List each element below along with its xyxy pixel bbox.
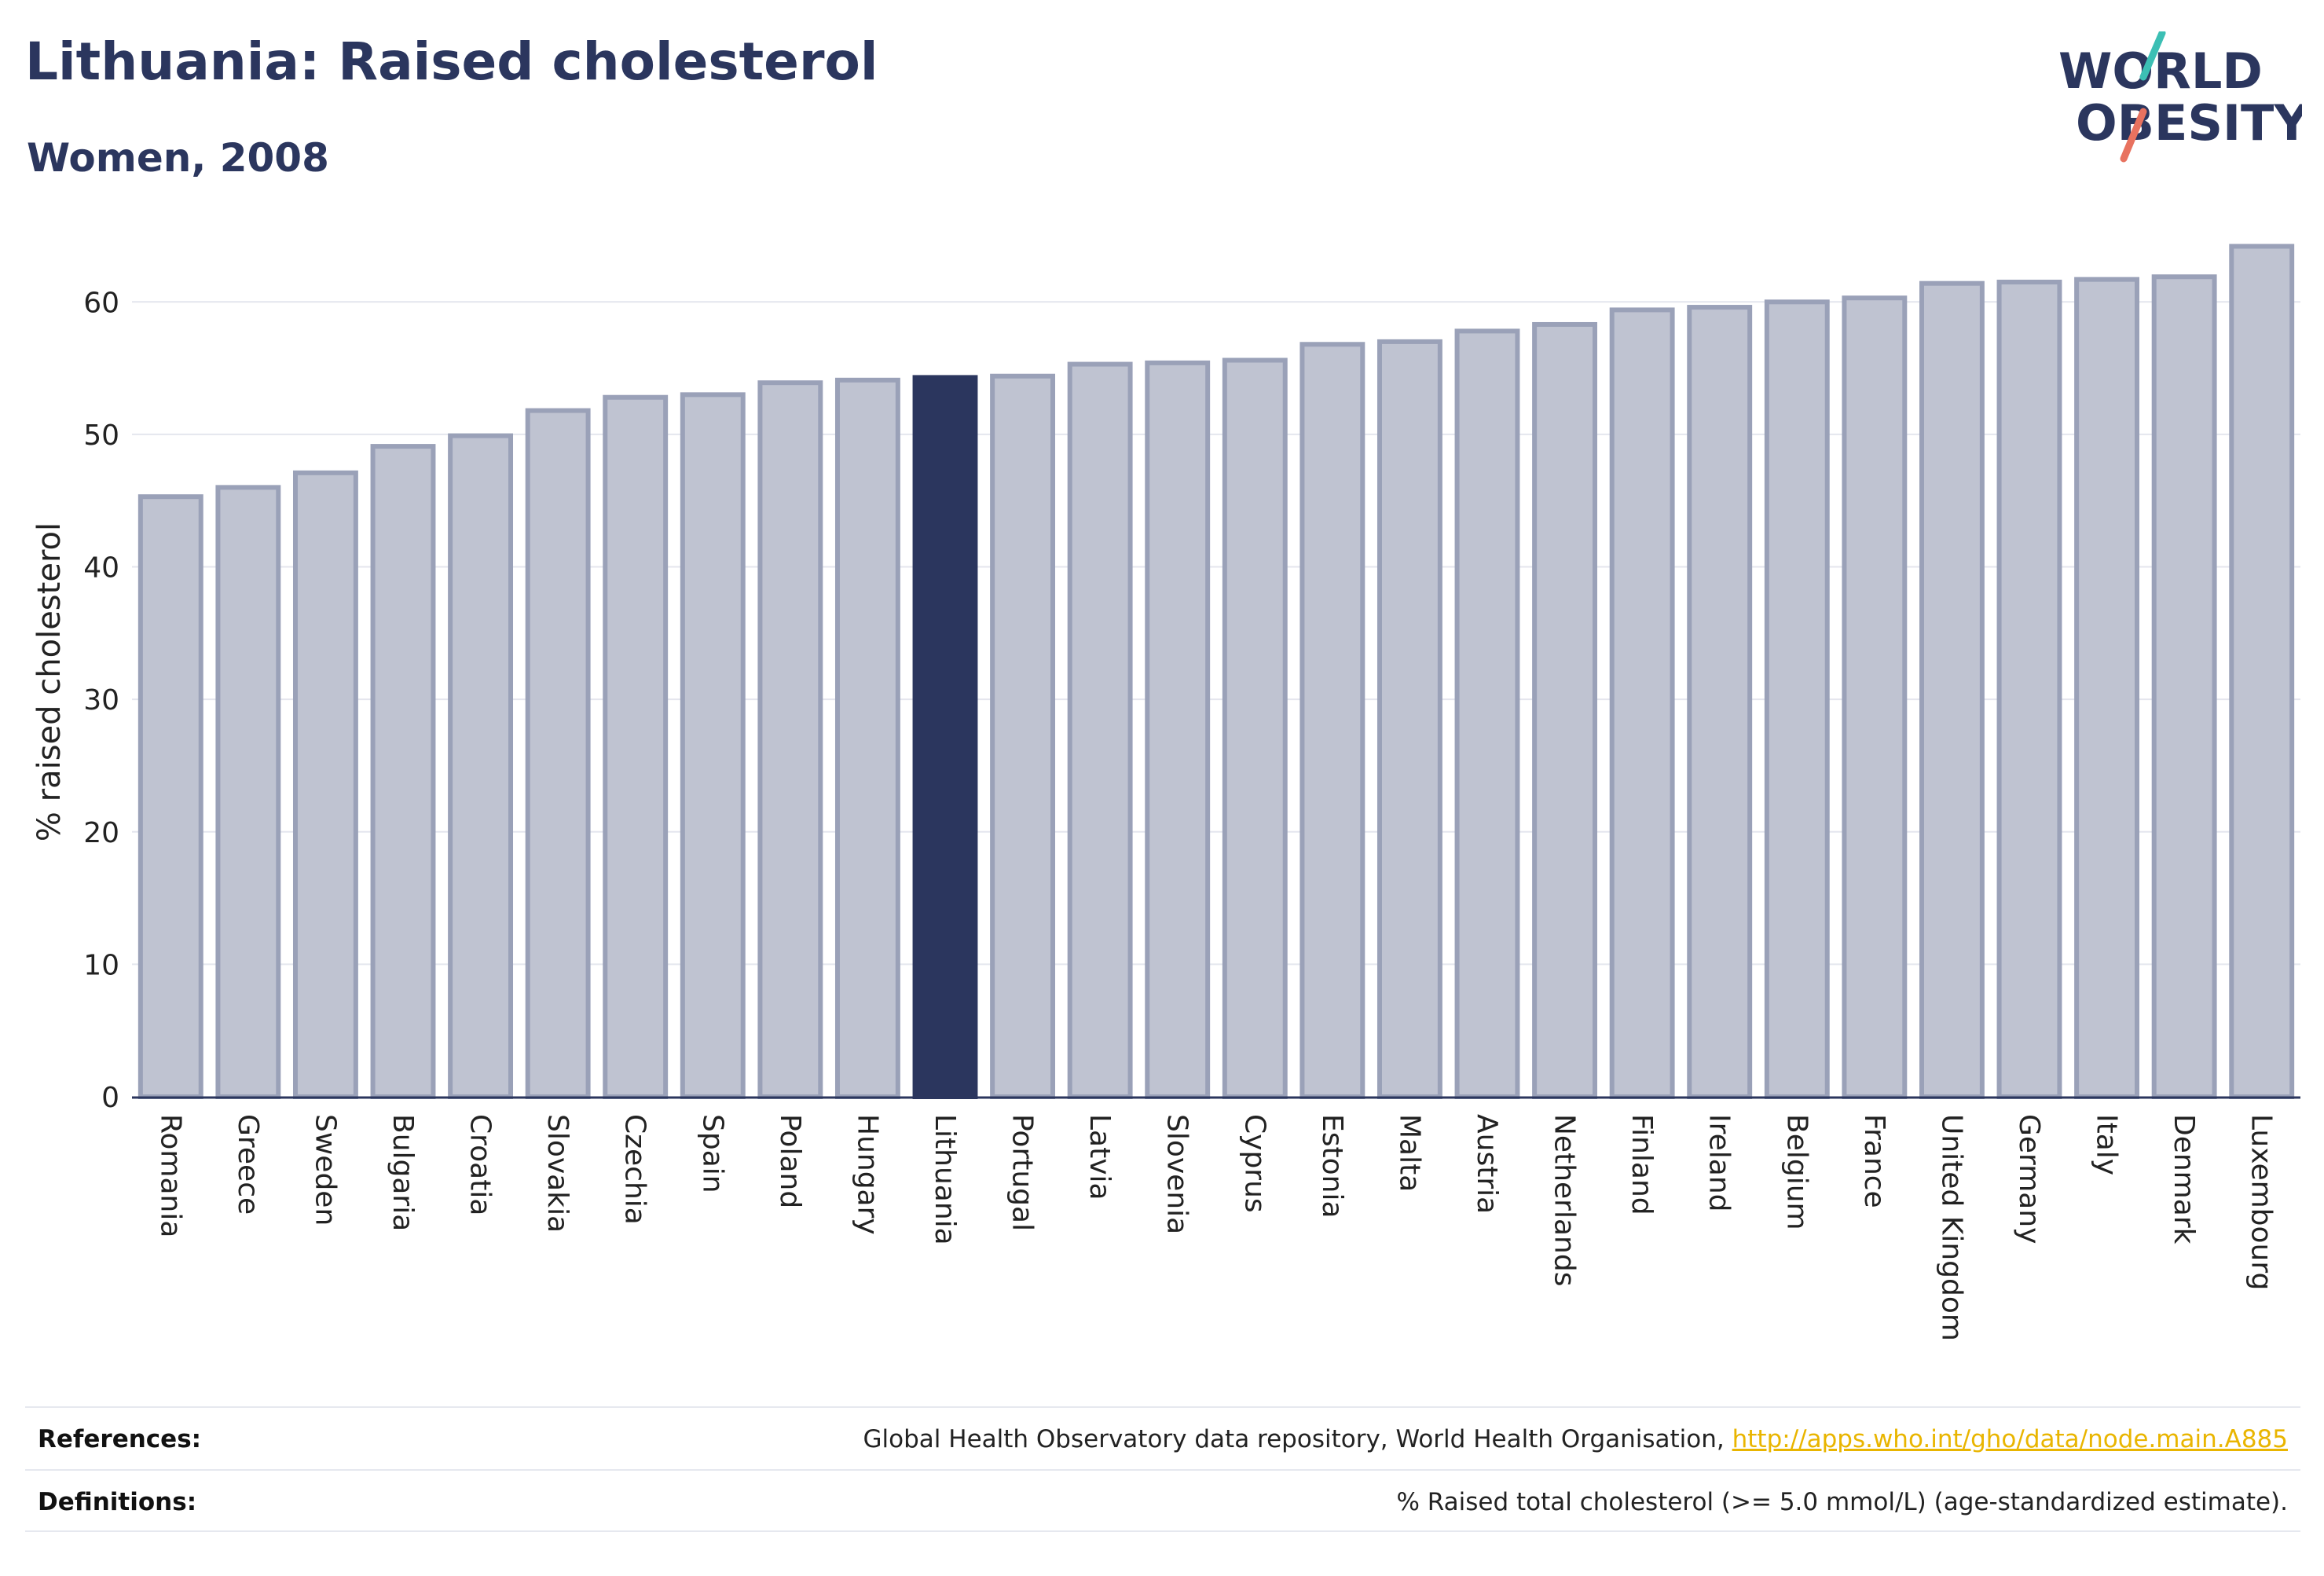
references-row: References: Global Health Observatory da… (25, 1406, 2300, 1471)
footer-divider (25, 1530, 2300, 1532)
bar-slovenia[interactable] (1145, 360, 1211, 1099)
bar-italy[interactable] (2074, 277, 2140, 1099)
references-link[interactable]: http://apps.who.int/gho/data/node.main.A… (1732, 1425, 2288, 1453)
y-tick-label: 50 (83, 420, 119, 452)
x-tick-label: Croatia (464, 1114, 497, 1215)
definitions-label: Definitions: (38, 1488, 197, 1516)
bar-finland[interactable] (1609, 307, 1675, 1099)
x-tick-label: Portugal (1006, 1114, 1039, 1231)
logo-slash-top (2139, 31, 2166, 81)
x-category-labels: Romania Greece Sweden Bulgaria Croatia Slovak… (154, 1114, 2277, 1341)
x-tick-label: Cyprus (1238, 1114, 1270, 1213)
bar-austria[interactable] (1454, 328, 1520, 1099)
references-text: Global Health Observatory data repositor… (863, 1425, 1725, 1453)
y-tick-label: 60 (83, 287, 119, 319)
chart-subtitle: Women, 2008 (27, 135, 329, 181)
y-tick-labels: 0 10 20 30 40 50 60 (83, 287, 119, 1114)
bar-denmark[interactable] (2151, 274, 2217, 1100)
bar-spain[interactable] (680, 392, 746, 1100)
bar-netherlands[interactable] (1532, 321, 1598, 1100)
x-tick-label: Belgium (1780, 1114, 1813, 1230)
bar-luxembourg[interactable] (2229, 244, 2295, 1099)
references-value: Global Health Observatory data repositor… (863, 1425, 2300, 1453)
x-tick-label: Poland (774, 1114, 806, 1208)
bar-portugal[interactable] (990, 373, 1056, 1099)
bar-sweden[interactable] (292, 470, 358, 1099)
y-tick-label: 40 (83, 552, 119, 585)
bar-latvia[interactable] (1067, 361, 1133, 1099)
x-tick-label: Estonia (1316, 1114, 1348, 1219)
bar-czechia[interactable] (603, 394, 669, 1099)
y-tick-label: 30 (83, 684, 119, 717)
bar-bulgaria[interactable] (370, 444, 436, 1099)
x-tick-label: Spain (696, 1114, 728, 1193)
x-tick-label: Netherlands (1549, 1114, 1581, 1286)
logo-slash-bottom (2120, 108, 2147, 163)
bar-chart: 0 10 20 30 40 50 60 Romania Greece Sweden Bulgari… (31, 244, 2300, 1341)
x-tick-label: Italy (2091, 1114, 2123, 1175)
x-tick-label: Latvia (1083, 1114, 1116, 1200)
bar-poland[interactable] (757, 380, 823, 1099)
bar-germany[interactable] (1996, 280, 2062, 1099)
x-tick-label: Malta (1393, 1114, 1425, 1192)
y-tick-label: 0 (101, 1082, 119, 1114)
world-obesity-logo: WORLD OBESITY (2058, 31, 2302, 163)
x-tick-label: Czechia (619, 1114, 651, 1225)
y-tick-label: 10 (83, 949, 119, 981)
bar-croatia[interactable] (448, 433, 514, 1099)
bar-cyprus[interactable] (1222, 357, 1288, 1099)
x-tick-label: Hungary (851, 1114, 883, 1235)
x-tick-label: Ireland (1703, 1114, 1736, 1212)
references-label: References: (38, 1425, 202, 1453)
bar-greece[interactable] (215, 485, 281, 1099)
bar-ireland[interactable] (1687, 305, 1753, 1099)
x-tick-label: Slovenia (1161, 1114, 1193, 1234)
x-tick-label: Austria (1471, 1114, 1503, 1214)
bar-slovakia[interactable] (525, 408, 591, 1099)
bar-hungary[interactable] (834, 377, 900, 1099)
y-tick-label: 20 (83, 817, 119, 849)
x-tick-label: Bulgaria (387, 1114, 419, 1231)
bar-france[interactable] (1842, 295, 1908, 1100)
x-tick-label: Greece (232, 1114, 264, 1215)
x-tick-label: Denmark (2168, 1114, 2200, 1244)
x-tick-label: Sweden (309, 1114, 341, 1226)
definitions-text: % Raised total cholesterol (>= 5.0 mmol/… (1396, 1488, 2288, 1516)
x-tick-label: Germany (2013, 1114, 2045, 1244)
x-tick-label: Luxembourg (2245, 1114, 2278, 1290)
x-tick-label: Romania (154, 1114, 186, 1237)
bar-romania[interactable] (137, 494, 203, 1099)
bar-lithuania[interactable] (912, 375, 978, 1099)
bar-malta[interactable] (1376, 339, 1442, 1099)
bar-belgium[interactable] (1764, 299, 1830, 1099)
chart-title: Lithuania: Raised cholesterol (25, 31, 878, 92)
definitions-row: Definitions: % Raised total cholesterol … (25, 1469, 2300, 1534)
logo-line-2: OBESITY (2076, 94, 2302, 152)
bar-united-kingdom[interactable] (1919, 280, 1985, 1099)
x-tick-label: Lithuania (929, 1114, 961, 1245)
x-tick-label: United Kingdom (1935, 1114, 1967, 1341)
bar-estonia[interactable] (1299, 342, 1365, 1100)
bars (137, 244, 2295, 1100)
x-tick-label: Finland (1626, 1114, 1658, 1215)
x-tick-label: France (1858, 1114, 1890, 1208)
logo-line-1: WORLD (2058, 42, 2263, 100)
y-axis-title: % raised cholesterol (31, 522, 68, 841)
x-tick-label: Slovakia (541, 1114, 574, 1233)
